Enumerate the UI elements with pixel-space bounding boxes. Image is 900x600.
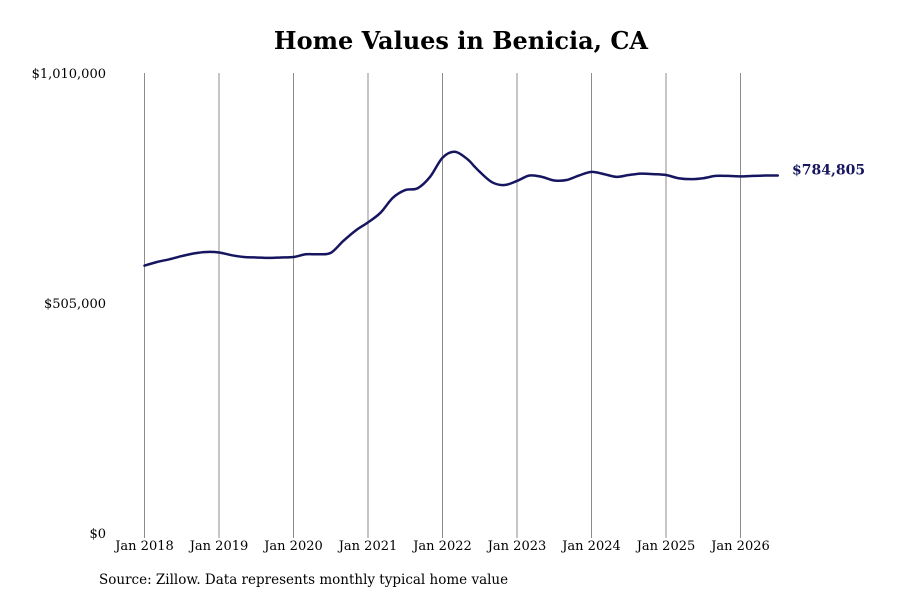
x-tick-label: Jan 2023 [486, 539, 547, 554]
y-tick-label: $1,010,000 [32, 67, 106, 82]
x-tick-label: Jan 2026 [709, 539, 770, 554]
x-tick-label: Jan 2025 [635, 539, 696, 554]
x-tick-label: Jan 2024 [560, 539, 621, 554]
series-line [143, 150, 779, 267]
series-lines [143, 150, 779, 267]
end-value-label: $784,805 [792, 163, 865, 179]
y-tick-label: $0 [89, 527, 106, 542]
x-tick-label: Jan 2019 [188, 539, 249, 554]
x-axis-ticks: Jan 2018 Jan 2019 Jan 2020 Jan 2021 Jan 2022… [113, 539, 770, 554]
x-tick-label: Jan 2021 [337, 539, 398, 554]
end-labels: $784,805 [792, 163, 865, 179]
y-tick-label: $505,000 [44, 297, 106, 312]
source-note: Source: Zillow. Data represents monthly … [99, 572, 509, 588]
gridlines [144, 73, 741, 538]
x-tick-label: Jan 2022 [411, 539, 472, 554]
y-axis-ticks: $0 $505,000 $1,010,000 [32, 67, 106, 542]
x-tick-label: Jan 2018 [113, 539, 174, 554]
x-tick-label: Jan 2020 [262, 539, 323, 554]
chart-title: Home Values in Benicia, CA [273, 26, 649, 55]
